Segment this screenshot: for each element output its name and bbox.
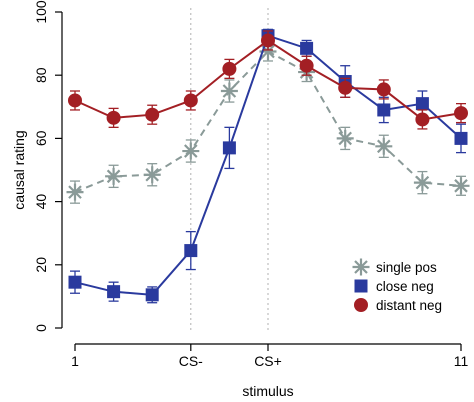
y-tick-label: 80 — [33, 67, 49, 83]
y-axis-title: causal rating — [11, 130, 27, 209]
data-point — [183, 93, 198, 108]
data-point — [143, 166, 161, 184]
data-point — [182, 142, 200, 160]
x-axis-title: stimulus — [242, 383, 293, 399]
x-tick-label: CS- — [179, 353, 203, 369]
y-tick-label: 40 — [33, 194, 49, 210]
data-point — [184, 244, 198, 258]
data-point — [413, 174, 431, 192]
data-point — [452, 177, 470, 195]
y-tick-label: 100 — [33, 0, 49, 24]
x-tick-label: CS+ — [254, 353, 282, 369]
data-point — [299, 58, 314, 73]
y-tick-label: 60 — [33, 130, 49, 146]
data-point — [261, 33, 275, 48]
data-point — [66, 183, 84, 201]
data-point — [338, 80, 353, 95]
data-point — [415, 97, 429, 111]
data-point — [220, 82, 238, 100]
x-tick-label: 1 — [71, 353, 79, 369]
data-point — [375, 137, 393, 155]
data-point — [222, 141, 236, 155]
data-point — [145, 107, 160, 122]
data-point — [107, 285, 121, 299]
reference-lines — [190, 8, 269, 330]
legend-label: single pos — [376, 260, 437, 275]
legend-marker — [352, 258, 370, 276]
legend-marker — [354, 279, 368, 293]
x-axis: 1 CS- CS+ 11 — [71, 343, 469, 369]
data-point — [336, 129, 354, 147]
y-tick-label: 20 — [33, 257, 49, 273]
data-point — [106, 110, 121, 125]
data-point — [68, 93, 82, 108]
data-point — [105, 167, 123, 185]
data-point — [145, 288, 159, 302]
y-axis: 0 20 40 60 80 100 — [33, 0, 63, 332]
legend-label: close neg — [376, 279, 434, 294]
data-point — [300, 41, 314, 55]
data-point — [222, 61, 237, 76]
series-distant-neg — [68, 30, 468, 130]
y-tick-label: 0 — [33, 324, 49, 332]
series-layer — [66, 28, 470, 304]
data-point — [259, 43, 277, 60]
data-point — [377, 103, 391, 117]
data-point — [376, 82, 391, 97]
legend: single pos close neg distant neg — [352, 258, 442, 313]
data-point — [454, 106, 468, 121]
data-point — [68, 275, 82, 289]
data-point — [415, 112, 430, 127]
legend-label: distant neg — [376, 298, 442, 313]
legend-marker — [354, 298, 368, 312]
series-single-pos — [66, 41, 470, 204]
series-line — [74, 50, 462, 194]
data-point — [454, 131, 468, 145]
x-tick-label: 11 — [454, 353, 469, 369]
